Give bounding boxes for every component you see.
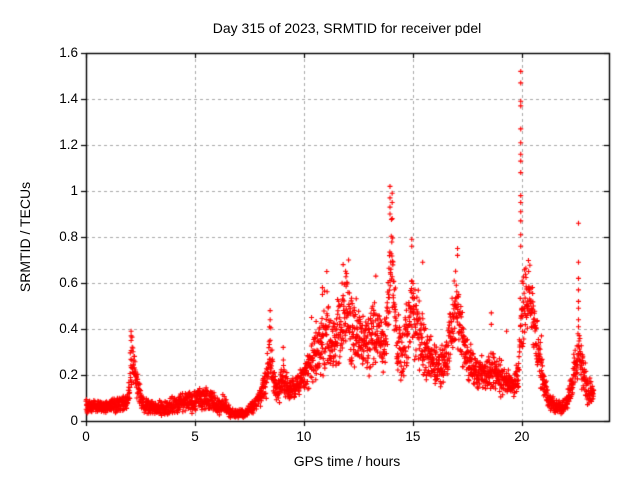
y-tick-label: 1 — [70, 183, 78, 198]
x-tick-label: 10 — [296, 429, 312, 444]
y-tick-label: 0.6 — [59, 275, 78, 290]
x-tick-label: 20 — [514, 429, 530, 444]
y-tick-label: 1.4 — [59, 91, 78, 106]
y-tick-label: 1.6 — [59, 45, 78, 60]
y-tick-label: 0 — [70, 413, 78, 428]
x-tick-label: 15 — [405, 429, 421, 444]
x-tick-label: 5 — [191, 429, 199, 444]
y-tick-label: 0.4 — [59, 321, 78, 336]
x-tick-label: 0 — [82, 429, 90, 444]
y-tick-label: 0.8 — [59, 229, 78, 244]
x-axis-label: GPS time / hours — [293, 453, 401, 469]
y-tick-label: 0.2 — [59, 367, 78, 382]
chart-title: Day 315 of 2023, SRMTID for receiver pde… — [212, 20, 482, 36]
y-tick-label: 1.2 — [59, 137, 78, 152]
